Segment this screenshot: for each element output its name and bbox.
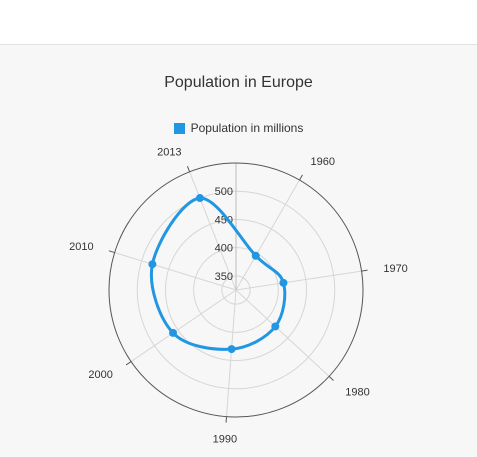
radial-tick-label: 500 — [215, 186, 233, 198]
angular-tick-label: 2013 — [157, 146, 181, 158]
angular-tick — [125, 361, 132, 366]
radial-tick-label: 350 — [215, 271, 233, 283]
data-point — [148, 260, 157, 269]
angular-tick-label: 1980 — [345, 386, 369, 398]
grid-spoke — [189, 171, 237, 291]
grid-spoke — [114, 252, 237, 291]
grid-spoke — [235, 289, 330, 377]
legend-swatch — [173, 122, 185, 134]
legend[interactable]: Population in millions — [0, 121, 477, 135]
data-point — [271, 322, 280, 331]
angular-tick — [108, 250, 115, 254]
radial-axis-labels: 350 400 450 500 — [215, 186, 233, 283]
radial-tick-label: 400 — [215, 243, 233, 255]
data-point — [169, 328, 178, 337]
angular-tick-label: 2010 — [69, 241, 93, 253]
angular-tick-label: 2000 — [88, 369, 112, 381]
angular-tick — [186, 166, 191, 172]
top-strip — [0, 0, 477, 45]
angular-tick — [361, 269, 368, 272]
data-point — [227, 345, 236, 354]
grid-spoke — [235, 270, 362, 291]
outer-circle — [108, 162, 364, 418]
data-point — [279, 278, 288, 287]
angular-axis-labels: 1960 1970 1980 1990 2000 2010 2013 — [69, 146, 408, 445]
angular-tick-label: 1990 — [213, 434, 237, 446]
grid-spoke — [226, 289, 237, 417]
angular-tick-label: 1970 — [383, 263, 407, 275]
angular-tick — [299, 174, 303, 181]
angular-tick-label: 1960 — [311, 156, 335, 168]
angular-tick — [328, 376, 334, 381]
chart-title: Population in Europe — [164, 74, 313, 91]
radial-tick-label: 450 — [215, 214, 233, 226]
grid-spoke — [235, 179, 300, 291]
series-points — [148, 194, 288, 354]
polar-grid — [108, 162, 364, 418]
data-point — [195, 194, 204, 203]
legend-label: Population in millions — [190, 121, 304, 135]
data-point — [251, 251, 260, 260]
grid-spoke — [130, 289, 237, 362]
